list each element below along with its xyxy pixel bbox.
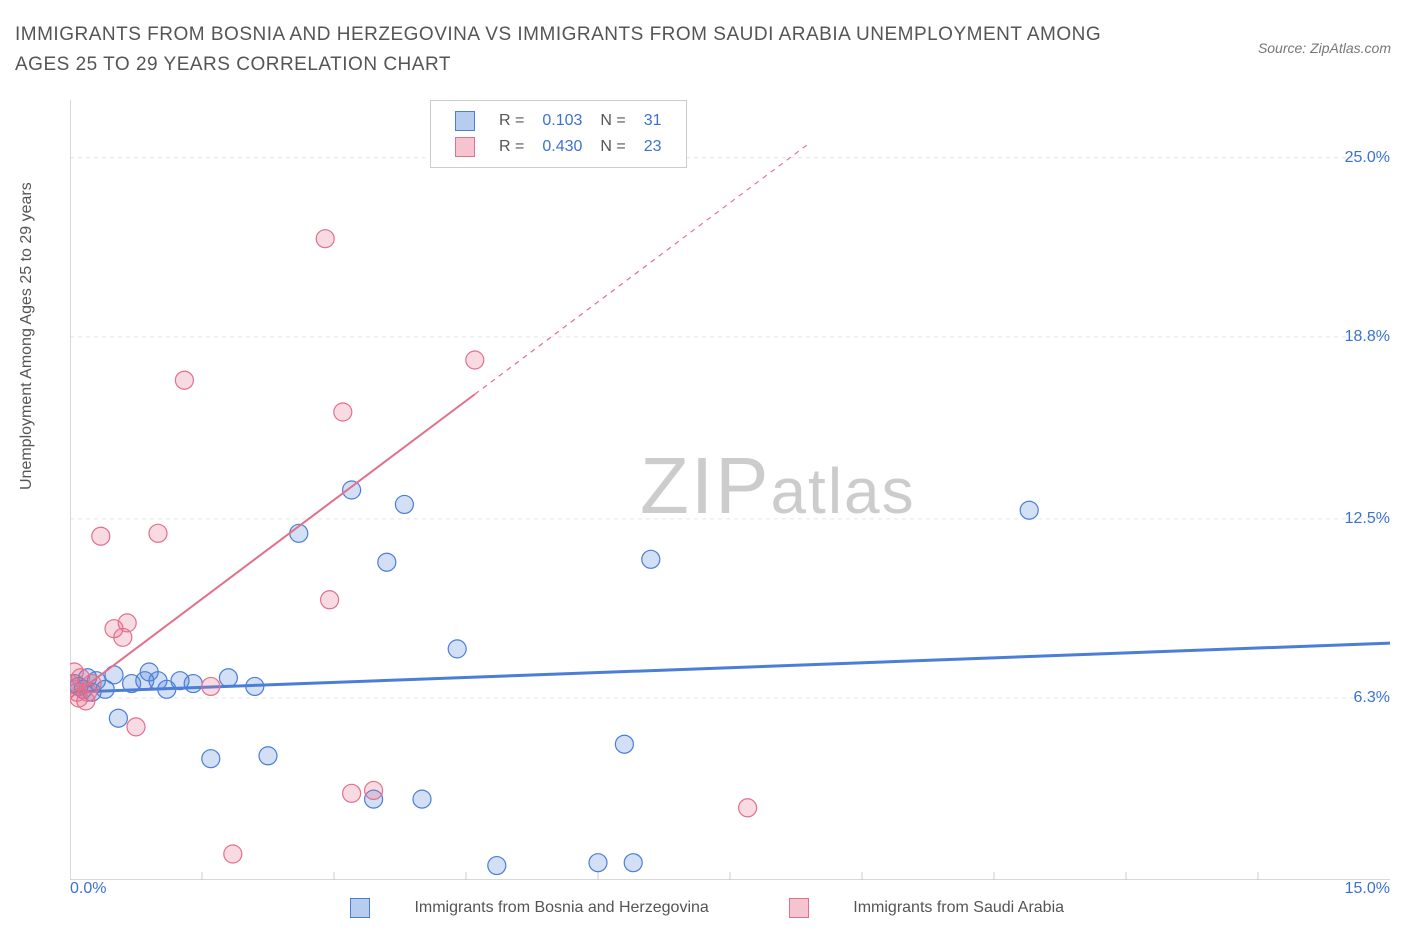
r-label: R = bbox=[491, 135, 532, 159]
legend-item: Immigrants from Bosnia and Herzegovina bbox=[350, 899, 749, 916]
y-tick-label: 25.0% bbox=[1345, 149, 1390, 167]
chart-title: IMMIGRANTS FROM BOSNIA AND HERZEGOVINA V… bbox=[15, 20, 1115, 81]
legend-row: R =0.103N =31 bbox=[447, 109, 670, 133]
legend-item: Immigrants from Saudi Arabia bbox=[789, 899, 1104, 916]
legend-label: Immigrants from Saudi Arabia bbox=[853, 899, 1064, 916]
y-axis-label: Unemployment Among Ages 25 to 29 years bbox=[18, 182, 36, 490]
y-tick-label: 6.3% bbox=[1354, 689, 1390, 707]
r-label: R = bbox=[491, 109, 532, 133]
n-label: N = bbox=[592, 109, 633, 133]
legend-row: R =0.430N =23 bbox=[447, 135, 670, 159]
n-value: 31 bbox=[636, 109, 670, 133]
legend-swatch bbox=[789, 898, 809, 918]
correlation-legend: R =0.103N =31R =0.430N =23 bbox=[430, 100, 687, 168]
y-tick-label: 18.8% bbox=[1345, 328, 1390, 346]
n-label: N = bbox=[592, 135, 633, 159]
legend-label: Immigrants from Bosnia and Herzegovina bbox=[414, 899, 708, 916]
source-credit: Source: ZipAtlas.com bbox=[1258, 40, 1391, 56]
legend-swatch bbox=[455, 111, 475, 131]
n-value: 23 bbox=[636, 135, 670, 159]
series-legend: Immigrants from Bosnia and Herzegovina I… bbox=[350, 898, 1144, 918]
x-tick-label: 0.0% bbox=[70, 880, 106, 898]
x-tick-label: 15.0% bbox=[1345, 880, 1390, 898]
r-value: 0.103 bbox=[534, 109, 590, 133]
legend-swatch bbox=[350, 898, 370, 918]
legend-swatch bbox=[455, 137, 475, 157]
y-tick-label: 12.5% bbox=[1345, 510, 1390, 528]
scatter-plot bbox=[70, 100, 1390, 880]
r-value: 0.430 bbox=[534, 135, 590, 159]
